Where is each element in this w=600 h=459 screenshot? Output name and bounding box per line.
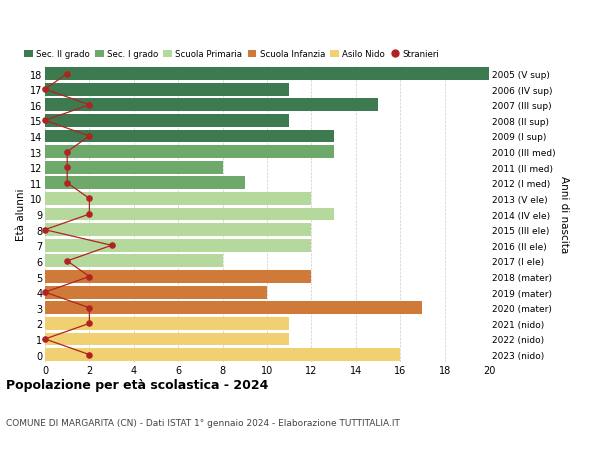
Point <box>62 71 72 78</box>
Point <box>62 164 72 172</box>
Text: Popolazione per età scolastica - 2024: Popolazione per età scolastica - 2024 <box>6 379 268 392</box>
Point <box>62 180 72 187</box>
Point <box>85 102 94 109</box>
Point <box>62 257 72 265</box>
Bar <box>45 302 422 314</box>
Point <box>40 289 50 296</box>
Point <box>62 149 72 156</box>
Bar <box>45 224 311 236</box>
Point <box>85 133 94 140</box>
Bar <box>45 162 223 174</box>
Point <box>40 336 50 343</box>
Bar <box>45 208 334 221</box>
Bar <box>45 348 400 361</box>
Legend: Sec. II grado, Sec. I grado, Scuola Primaria, Scuola Infanzia, Asilo Nido, Stran: Sec. II grado, Sec. I grado, Scuola Prim… <box>24 50 439 59</box>
Bar <box>45 177 245 190</box>
Point <box>85 320 94 327</box>
Bar <box>45 115 289 128</box>
Bar <box>45 255 223 268</box>
Y-axis label: Età alunni: Età alunni <box>16 188 26 241</box>
Bar <box>45 99 378 112</box>
Bar <box>45 270 311 283</box>
Bar <box>45 239 311 252</box>
Point <box>85 196 94 203</box>
Point <box>40 226 50 234</box>
Bar <box>45 130 334 143</box>
Bar <box>45 68 489 81</box>
Y-axis label: Anni di nascita: Anni di nascita <box>559 176 569 253</box>
Point <box>40 86 50 94</box>
Text: COMUNE DI MARGARITA (CN) - Dati ISTAT 1° gennaio 2024 - Elaborazione TUTTITALIA.: COMUNE DI MARGARITA (CN) - Dati ISTAT 1°… <box>6 418 400 427</box>
Bar <box>45 193 311 205</box>
Point <box>40 118 50 125</box>
Bar <box>45 84 289 96</box>
Bar <box>45 146 334 159</box>
Bar <box>45 333 289 346</box>
Point <box>85 273 94 280</box>
Point <box>85 304 94 312</box>
Bar <box>45 286 267 299</box>
Bar <box>45 317 289 330</box>
Point <box>85 351 94 358</box>
Point <box>107 242 116 249</box>
Point <box>85 211 94 218</box>
